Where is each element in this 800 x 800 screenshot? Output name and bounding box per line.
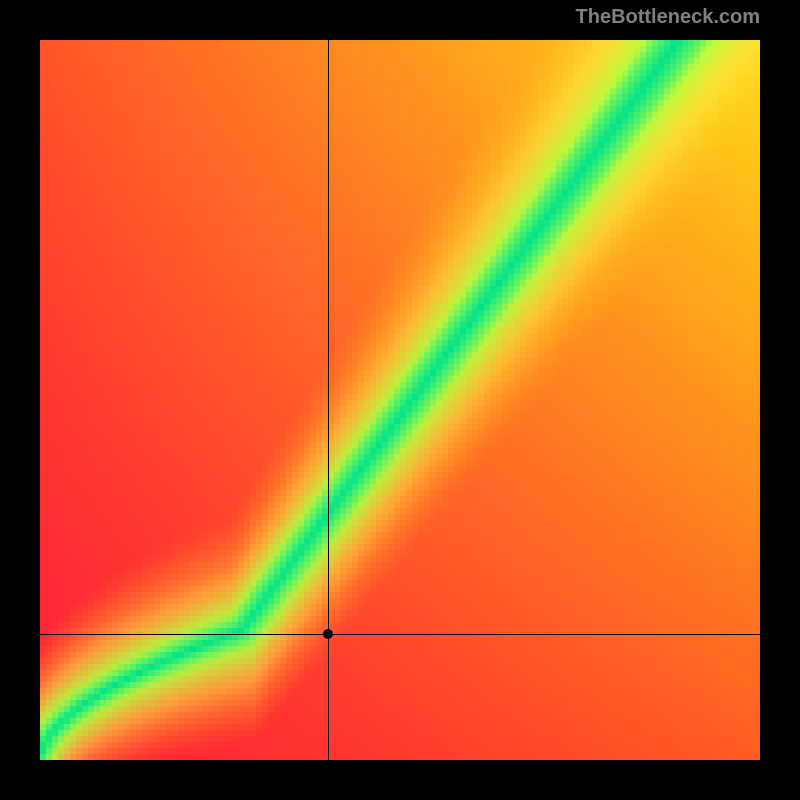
heatmap-plot-area: [40, 40, 760, 760]
bottleneck-heatmap: [40, 40, 760, 760]
watermark-text: TheBottleneck.com: [576, 6, 760, 29]
figure-root: { "watermark": { "text": "TheBottleneck.…: [0, 0, 800, 800]
